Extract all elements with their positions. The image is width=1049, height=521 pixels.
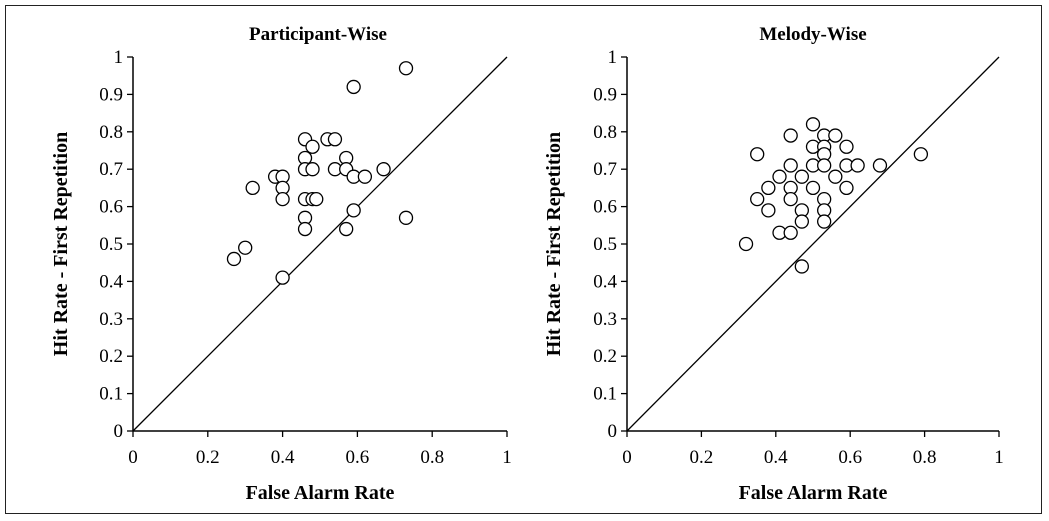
melody-title: Melody-Wise (759, 24, 866, 45)
melody-data-point (761, 203, 776, 218)
participant-y-tick-label: 0.7 (99, 159, 123, 180)
participant-y-tick-label: 0 (114, 421, 124, 442)
melody-x-axis-label: False Alarm Rate (739, 482, 888, 504)
melody-data-point (817, 158, 832, 173)
participant-panel: Participant-Wise 0 0.1 0.2 0.3 0.4 0.5 0.6 0.7 0.… (50, 24, 512, 504)
participant-x-tick-label: 0.6 (346, 447, 370, 468)
participant-data-point (376, 162, 391, 177)
participant-x-tick-label: 0 (128, 447, 138, 468)
melody-data-point (783, 158, 798, 173)
melody-y-axis-label: Hit Rate - First Repetition (543, 132, 565, 356)
participant-data-point (346, 203, 361, 218)
melody-data-point (750, 147, 765, 162)
melody-data-point (839, 139, 854, 154)
participant-data-point (305, 139, 320, 154)
melody-y-tick-label: 0.7 (593, 159, 617, 180)
melody-data-point (783, 191, 798, 207)
melody-x-tick-label: 0.8 (913, 447, 937, 468)
melody-x-tick-label: 0.2 (690, 447, 714, 468)
melody-data-point (761, 180, 776, 196)
participant-identity-line (132, 56, 508, 432)
participant-data-point (305, 162, 320, 177)
melody-y-tick-label: 1 (608, 47, 618, 68)
melody-data-point (783, 128, 798, 143)
participant-y-tick-label: 0.6 (99, 197, 123, 218)
melody-data-point (850, 158, 865, 173)
participant-y-axis-label: Hit Rate - First Repetition (50, 132, 72, 356)
figure-frame (5, 5, 1042, 514)
participant-x-tick-label: 0.2 (196, 447, 220, 468)
melody-x-tick-label: 1 (994, 447, 1004, 468)
melody-data-point (794, 259, 809, 274)
participant-x-axis-label: False Alarm Rate (246, 482, 395, 504)
participant-y-tick-label: 0.2 (99, 346, 123, 367)
melody-data-point (872, 158, 888, 173)
participant-data-point (357, 169, 373, 184)
participant-x-tick-label: 0.4 (271, 447, 295, 468)
melody-y-tick-label: 0.2 (593, 346, 617, 367)
melody-y-tick-label: 0.9 (593, 84, 617, 105)
participant-y-tick-label: 0.9 (99, 84, 123, 105)
participant-data-point (398, 61, 414, 76)
melody-data-point (913, 147, 929, 162)
melody-y-tick-label: 0.8 (593, 122, 617, 143)
melody-y-tick-label: 0 (608, 421, 618, 442)
participant-data-point (339, 221, 354, 237)
melody-data-point (805, 117, 821, 132)
melody-y-tick-label: 0.4 (593, 271, 617, 292)
participant-data-point (275, 270, 290, 285)
melody-panel: Melody-Wise 0 0.1 0.2 0.3 0.4 0.5 0.6 0.7 0.8 0.9 1… (543, 24, 1004, 504)
participant-data-point (245, 180, 260, 196)
participant-y-tick-label: 0.4 (99, 271, 123, 292)
participant-x-tick-label: 1 (502, 447, 512, 468)
participant-title: Participant-Wise (249, 24, 387, 45)
melody-x-tick-label: 0.6 (838, 447, 862, 468)
participant-y-tick-label: 0.1 (99, 384, 123, 405)
participant-data-point (226, 251, 242, 267)
melody-data-point (738, 236, 754, 252)
participant-data-point (297, 221, 313, 237)
participant-data-point (327, 132, 343, 147)
participant-y-tick-label: 0.3 (99, 309, 123, 330)
melody-data-point (794, 169, 809, 184)
participant-data-point (346, 79, 361, 95)
melody-data-point (772, 169, 787, 184)
melody-x-tick-label: 0.4 (764, 447, 788, 468)
melody-data-point (828, 128, 843, 143)
melody-data-point (783, 225, 798, 240)
melody-data-point (817, 214, 832, 229)
melody-data-point (794, 214, 809, 229)
melody-data-point (839, 180, 854, 196)
melody-y-tick-label: 0.6 (593, 197, 617, 218)
participant-y-tick-label: 0.8 (99, 122, 123, 143)
melody-data-point (828, 169, 843, 184)
participant-y-tick-label: 1 (114, 47, 124, 68)
participant-x-tick-label: 0.8 (420, 447, 444, 468)
melody-identity-line (626, 56, 1000, 432)
participant-data-point (275, 191, 290, 207)
melody-x-tick-label: 0 (622, 447, 632, 468)
melody-data-point (805, 180, 821, 196)
melody-y-tick-label: 0.5 (593, 234, 617, 255)
participant-data-point (398, 210, 414, 225)
melody-y-tick-label: 0.3 (593, 309, 617, 330)
participant-y-tick-label: 0.5 (99, 234, 123, 255)
melody-data-point (750, 191, 765, 207)
participant-data-point (309, 191, 324, 207)
participant-data-point (238, 240, 253, 255)
melody-y-tick-label: 0.1 (593, 384, 617, 405)
